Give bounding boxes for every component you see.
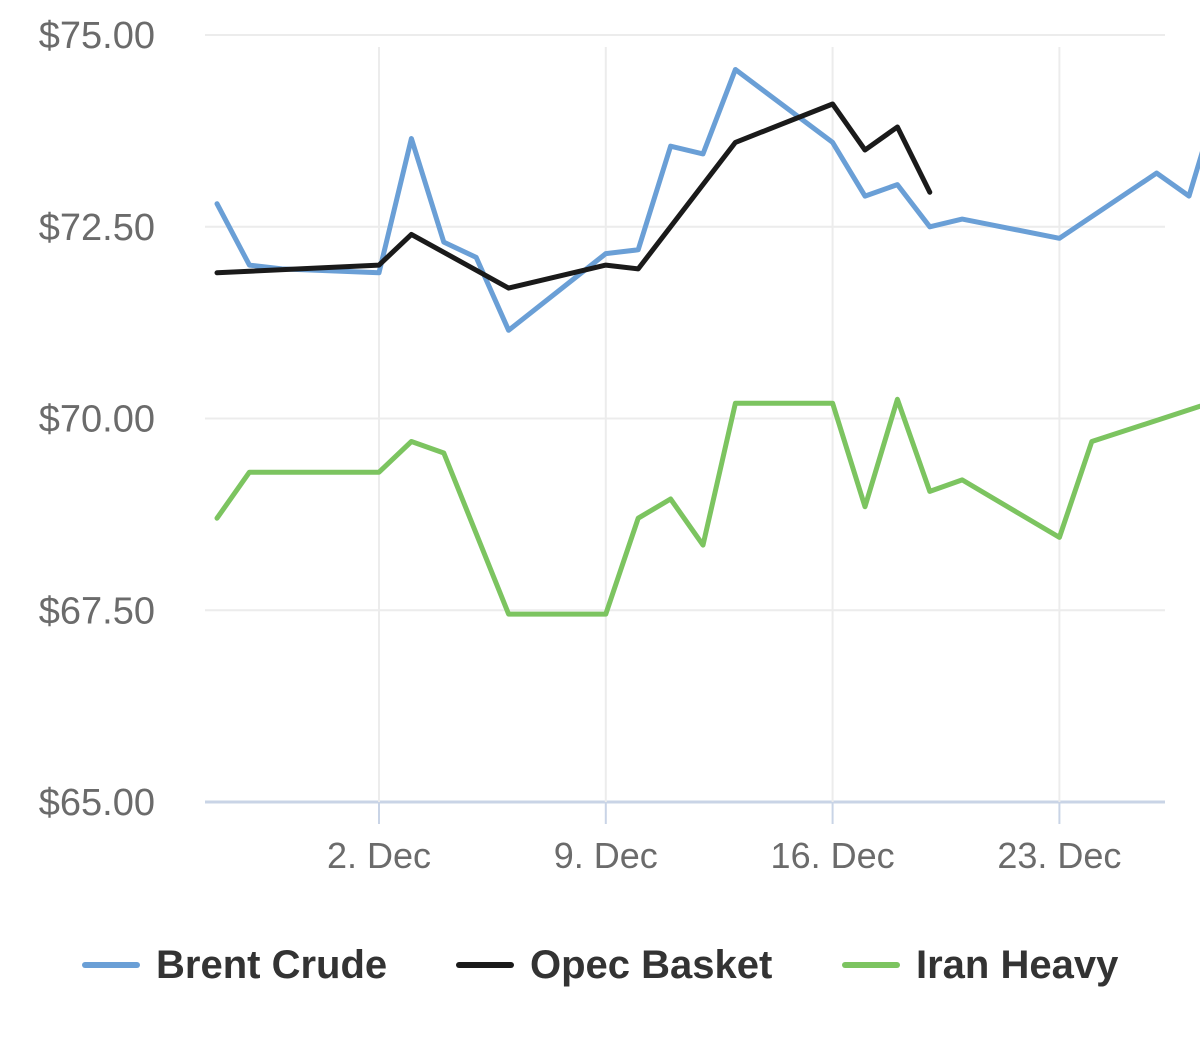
legend-swatch-opec-basket (456, 962, 514, 968)
series-line-iran-heavy[interactable] (214, 396, 1200, 617)
y-tick-label: $67.50 (39, 590, 155, 632)
grid-lines (205, 34, 1165, 804)
legend-item-opec-basket[interactable]: Opec Basket (456, 935, 772, 995)
legend-swatch-brent-crude (82, 962, 140, 968)
x-tick-label: 9. Dec (554, 835, 658, 876)
y-axis: $75.00 $72.50 $70.00 $67.50 $65.00 (39, 15, 155, 824)
legend-label-opec-basket: Opec Basket (530, 942, 773, 987)
y-tick-label: $75.00 (39, 15, 155, 57)
y-tick-label: $70.00 (39, 399, 155, 441)
legend-swatch-iran-heavy (842, 962, 900, 968)
legend-label-iran-heavy: Iran Heavy (916, 942, 1119, 987)
y-tick-label: $65.00 (39, 782, 155, 824)
chart-legend: Brent Crude Opec Basket Iran Heavy (0, 935, 1200, 995)
series-line-brent-crude[interactable] (214, 67, 1200, 333)
x-tick-label: 23. Dec (997, 835, 1121, 876)
y-tick-label: $72.50 (39, 207, 155, 249)
x-axis: 2. Dec 9. Dec 16. Dec 23. Dec (327, 802, 1121, 876)
x-tick-label: 16. Dec (771, 835, 895, 876)
legend-item-iran-heavy[interactable]: Iran Heavy (842, 935, 1118, 995)
series-lines (214, 67, 1200, 617)
price-chart: $75.00 $72.50 $70.00 $67.50 $65.00 2. Dec 9. … (39, 15, 1200, 876)
series-line-opec-basket[interactable] (214, 101, 933, 291)
x-tick-label: 2. Dec (327, 835, 431, 876)
legend-label-brent-crude: Brent Crude (156, 942, 388, 987)
legend-item-brent-crude[interactable]: Brent Crude (82, 935, 387, 995)
